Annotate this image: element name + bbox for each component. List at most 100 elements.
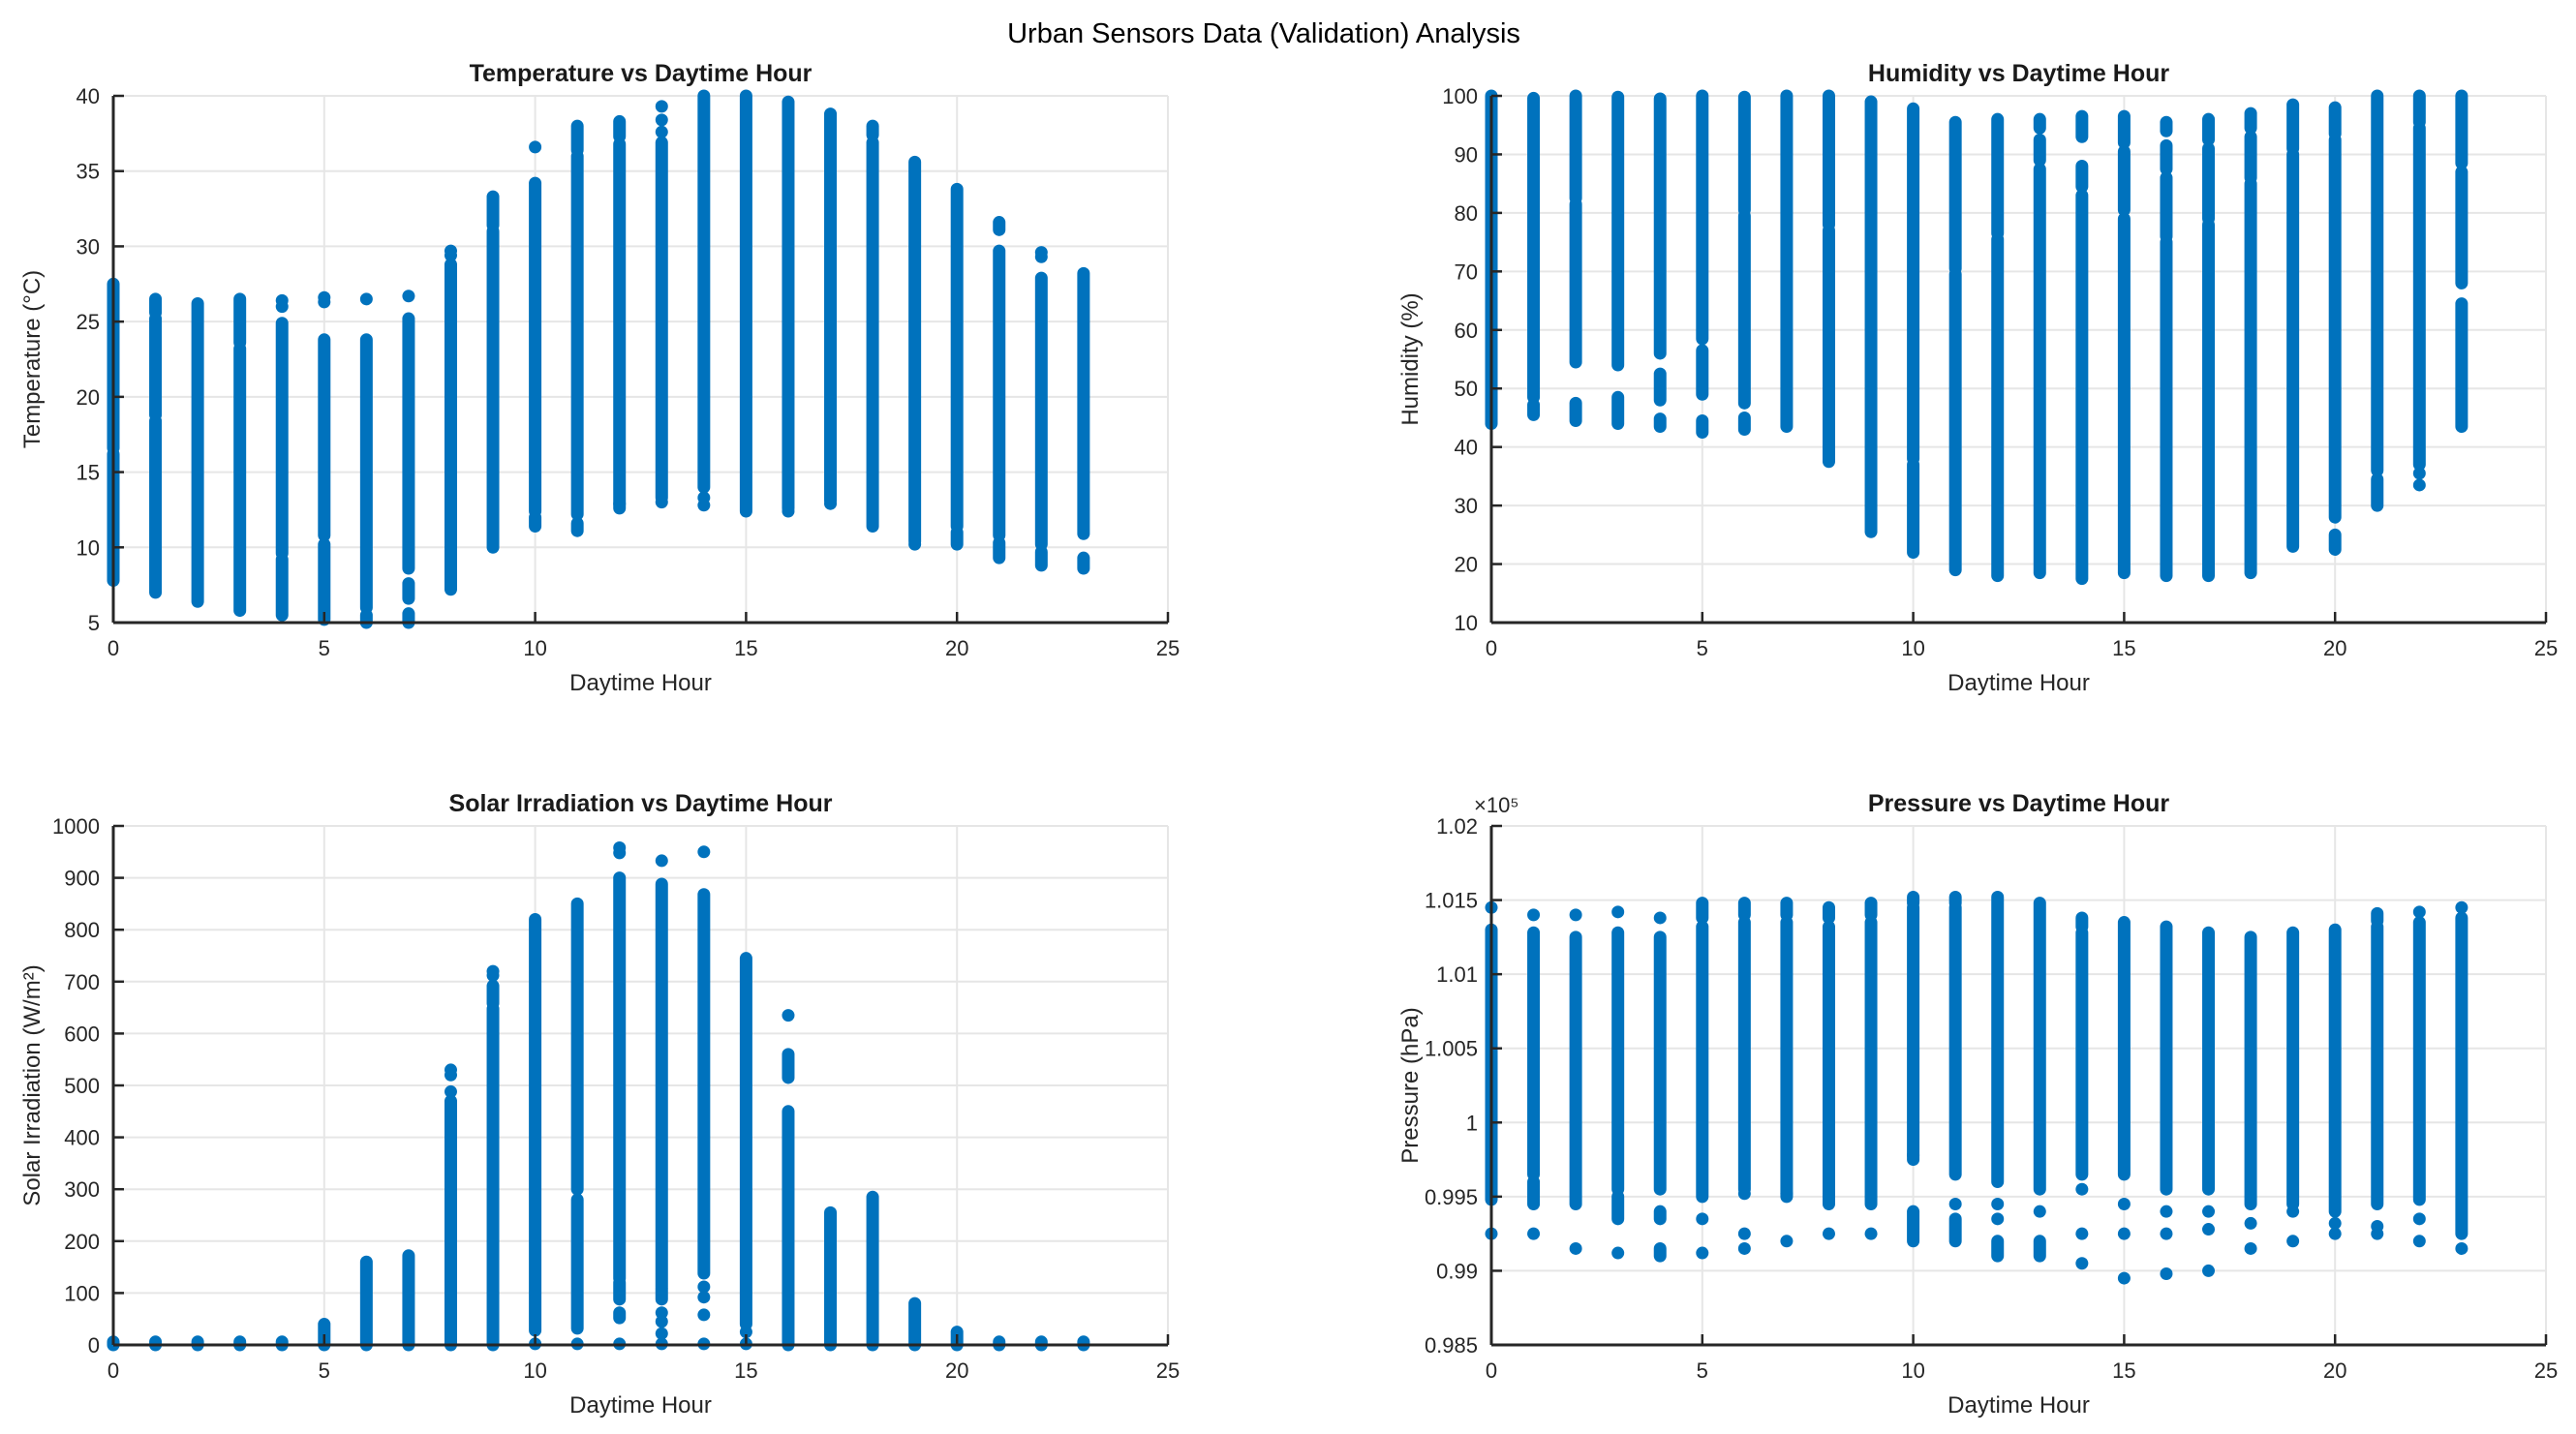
x-tick-label: 0: [1486, 1358, 1497, 1383]
x-tick-label: 15: [734, 1358, 757, 1383]
data-column-hour-4: [1653, 911, 1667, 1263]
y-tick-label: 30: [77, 234, 100, 259]
data-column-hour-12: [1991, 891, 2005, 1263]
y-tick-label: 0.985: [1425, 1333, 1478, 1358]
y-axis-label: Humidity (%): [1397, 292, 1424, 425]
data-column-hour-13: [655, 854, 668, 1351]
data-column-hour-2: [1569, 908, 1582, 1255]
y-tick-label: 35: [77, 160, 100, 184]
data-column-hour-14: [697, 89, 711, 512]
y-tick-label: 10: [77, 535, 100, 560]
y-tick-label: 80: [1455, 201, 1478, 226]
data-column-hour-13: [2033, 897, 2046, 1263]
x-tick-label: 5: [319, 1358, 330, 1383]
x-tick-label: 20: [945, 636, 968, 660]
data-column-hour-5: [318, 290, 331, 626]
y-tick-label: 700: [64, 970, 100, 994]
x-tick-label: 15: [2112, 636, 2135, 660]
data-column-hour-20: [2328, 923, 2342, 1240]
y-tick-label: 1000: [52, 814, 100, 839]
y-tick-label: 10: [1455, 611, 1478, 635]
y-tick-label: 25: [77, 310, 100, 334]
data-column-hour-9: [1864, 897, 1878, 1240]
data-column-hour-4: [275, 293, 289, 622]
x-tick-label: 25: [1156, 1358, 1180, 1383]
y-tick-label: 5: [88, 611, 100, 635]
x-tick-label: 20: [2323, 1358, 2346, 1383]
data-column-hour-10: [529, 140, 542, 534]
y-tick-label: 0.99: [1436, 1259, 1478, 1283]
data-column-hour-14: [697, 845, 711, 1351]
y-tick-label: 15: [77, 461, 100, 485]
data-column-hour-8: [1822, 900, 1835, 1240]
data-column-hour-6: [359, 292, 373, 629]
y-axis-label: Solar Irradiation (W/m²): [19, 964, 46, 1205]
y-tick-label: 1: [1466, 1111, 1478, 1135]
grid: [1490, 95, 2547, 624]
data-column-hour-1: [1527, 908, 1541, 1240]
data-column-hour-8: [444, 1063, 457, 1352]
data-column-hour-17: [2202, 926, 2216, 1277]
x-tick-label: 5: [1697, 1358, 1708, 1383]
subplot-solar-irradiation-vs-daytime-hour: 0 5 10 15 20 25 0 100 200 300 400 500 600 700 800 900 10…: [19, 790, 1180, 1419]
y-tick-label: 1.01: [1436, 962, 1478, 987]
data-column-hour-14: [2075, 911, 2089, 1270]
grid: [112, 95, 1169, 624]
data-column-hour-16: [2160, 920, 2173, 1280]
axes: [1489, 826, 2546, 1347]
data-column-hour-22: [1034, 246, 1048, 572]
y-tick-label: 500: [64, 1074, 100, 1098]
tick-marks: [1489, 94, 2548, 625]
data-column-hour-7: [402, 290, 415, 629]
scatter-series: [107, 841, 1090, 1352]
scatter-series: [1485, 89, 2469, 586]
data-column-hour-19: [2286, 926, 2300, 1248]
y-axis-label: Pressure (hPa): [1397, 1007, 1424, 1163]
y-tick-label: 90: [1455, 142, 1478, 167]
x-tick-label: 5: [1697, 636, 1708, 660]
x-tick-label: 20: [945, 1358, 968, 1383]
y-tick-label: 100: [64, 1281, 100, 1305]
subplot-humidity-vs-daytime-hour: 0 5 10 15 20 25 10 20 30 40 50 60 70 80 90 100 Daytime H…: [1397, 60, 2558, 696]
y-tick-label: 100: [1442, 84, 1478, 108]
x-axis-label: Daytime Hour: [569, 670, 712, 696]
data-column-hour-13: [655, 100, 668, 509]
subplot-title: Solar Irradiation vs Daytime Hour: [449, 790, 833, 817]
x-tick-label: 10: [1901, 1358, 1924, 1383]
data-column-hour-22: [2412, 89, 2426, 492]
data-column-hour-16: [782, 95, 795, 518]
data-column-hour-12: [613, 841, 627, 1351]
subplot-title: Humidity vs Daytime Hour: [1868, 60, 2169, 87]
y-tick-label: 400: [64, 1126, 100, 1150]
subplot-pressure-vs-daytime-hour: 0 5 10 15 20 25 0.985 0.99 0.995 1 1.005 1.01 1.015 1…: [1397, 790, 2558, 1419]
axes: [1489, 96, 2546, 625]
y-axis-label: Temperature (°C): [19, 270, 46, 448]
y-tick-label: 20: [1455, 553, 1478, 577]
y-tick-label: 50: [1455, 377, 1478, 401]
data-column-hour-7: [1780, 897, 1794, 1248]
data-column-hour-12: [613, 114, 627, 515]
tick-marks: [1489, 824, 2548, 1347]
data-column-hour-15: [739, 952, 752, 1351]
y-tick-label: 800: [64, 918, 100, 942]
data-column-hour-6: [1737, 897, 1751, 1255]
x-tick-label: 25: [2534, 1358, 2558, 1383]
x-tick-label: 0: [107, 1358, 119, 1383]
x-tick-label: 10: [1901, 636, 1924, 660]
x-tick-label: 15: [2112, 1358, 2135, 1383]
y-tick-label: 70: [1455, 259, 1478, 284]
x-tick-label: 5: [319, 636, 330, 660]
data-column-hour-23: [2455, 900, 2469, 1255]
figure-suptitle: Urban Sensors Data (Validation) Analysis: [1007, 18, 1520, 49]
x-tick-label: 10: [523, 1358, 546, 1383]
y-tick-label: 200: [64, 1230, 100, 1254]
data-column-hour-5: [1696, 897, 1709, 1260]
y-tick-label: 20: [77, 385, 100, 410]
y-tick-label: 30: [1455, 494, 1478, 518]
axes: [111, 96, 1168, 625]
data-column-hour-18: [2244, 931, 2257, 1255]
data-column-hour-21: [2371, 906, 2384, 1240]
